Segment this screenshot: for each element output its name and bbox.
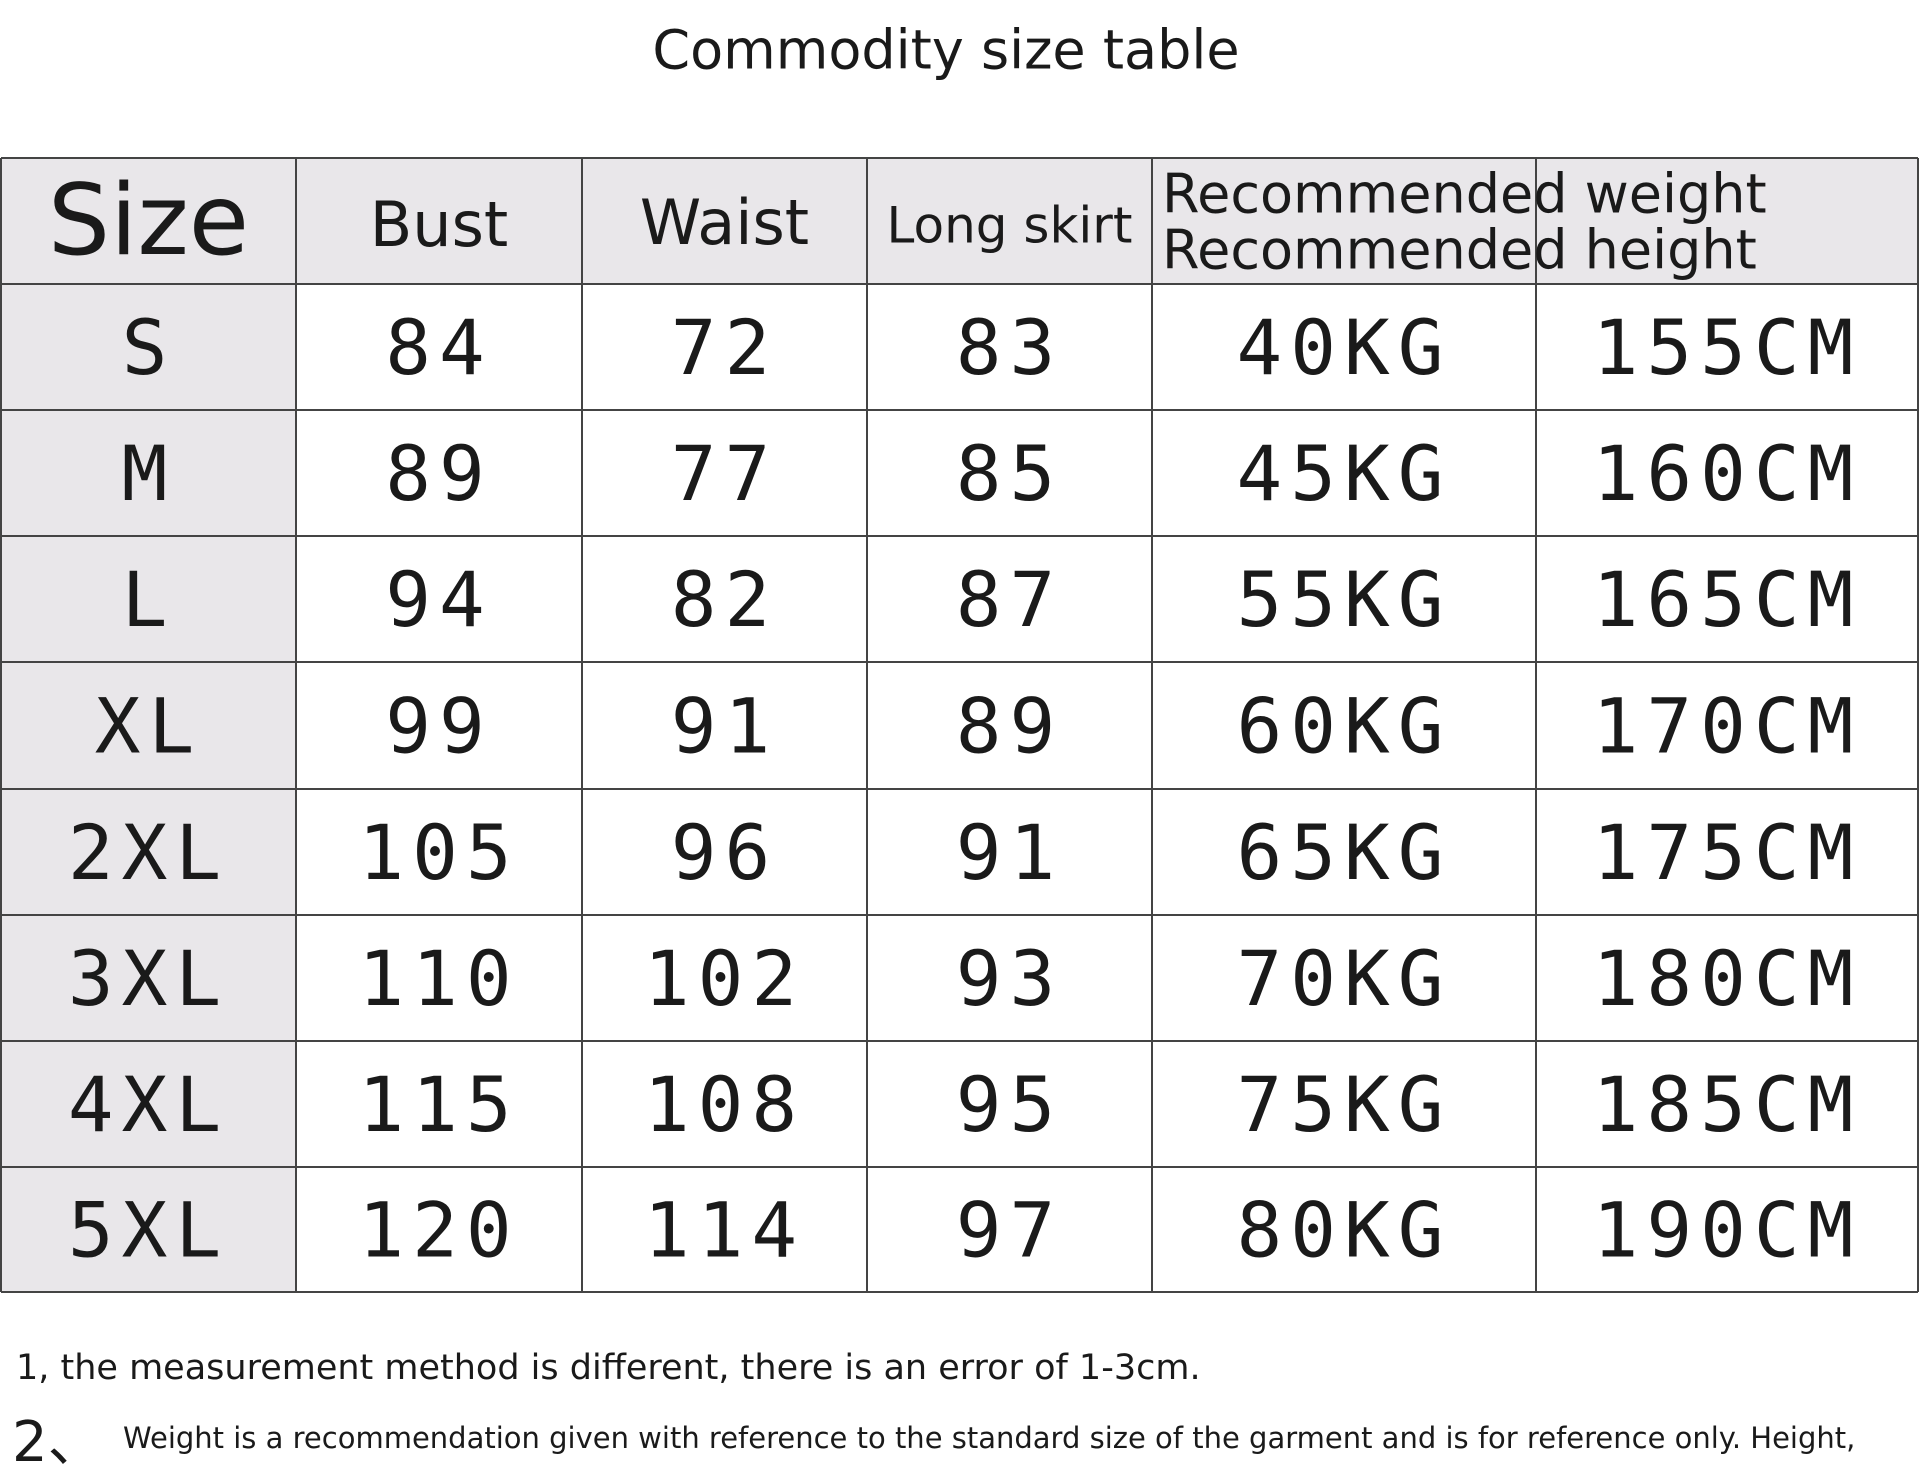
table-cell: 87 [956, 555, 1064, 644]
table-cell: 80KG [1236, 1185, 1451, 1274]
table-cell: 96 [671, 808, 779, 897]
table-cell: 99 [385, 681, 493, 770]
table-cell: 95 [956, 1060, 1064, 1149]
table-cell: 114 [644, 1185, 805, 1274]
note: 1, the measurement method is different, … [16, 1348, 1201, 1388]
table-cell: 105 [358, 808, 519, 897]
table-cell: 65KG [1236, 808, 1451, 897]
table-cell: 3XL [68, 934, 229, 1023]
table-cell: S [122, 303, 176, 392]
table-cell: 75KG [1236, 1060, 1451, 1149]
header-cell: Recommended height [1162, 219, 1757, 282]
table-cell: XL [95, 681, 203, 770]
table-cell: 108 [644, 1060, 805, 1149]
header-bg [1, 158, 1918, 284]
table-cell: 77 [671, 429, 779, 518]
table-cell: 84 [385, 303, 493, 392]
table-cell: 55KG [1236, 555, 1451, 644]
table-cell: L [122, 555, 176, 644]
table-cell: 94 [385, 555, 493, 644]
header-cell: Size [48, 164, 249, 278]
table-cell: 82 [671, 555, 779, 644]
table-cell: 89 [385, 429, 493, 518]
table-cell: 60KG [1236, 681, 1451, 770]
table-cell: 110 [358, 934, 519, 1023]
table-cell: 175CM [1593, 808, 1862, 897]
table-cell: 165CM [1593, 555, 1862, 644]
table-cell: 160CM [1593, 429, 1862, 518]
table-cell: 91 [671, 681, 779, 770]
table-cell: M [122, 429, 176, 518]
table-cell: 180CM [1593, 934, 1862, 1023]
table-cell: 120 [358, 1185, 519, 1274]
table-cell: 70KG [1236, 934, 1451, 1023]
table-cell: 83 [956, 303, 1064, 392]
table-cell: 91 [956, 808, 1064, 897]
table-cell: 102 [644, 934, 805, 1023]
table-cell: 170CM [1593, 681, 1862, 770]
table-cell: 45KG [1236, 429, 1451, 518]
table-cell: 89 [956, 681, 1064, 770]
table-cell: 2XL [68, 808, 229, 897]
table-cell: 93 [956, 934, 1064, 1023]
table-cell: 72 [671, 303, 779, 392]
table-cell: 190CM [1593, 1185, 1862, 1274]
table-cell: 155CM [1593, 303, 1862, 392]
title: Commodity size table [652, 19, 1239, 82]
header-cell: Recommended weight [1162, 163, 1767, 226]
header-cell: Bust [370, 188, 508, 261]
table-cell: 115 [358, 1060, 519, 1149]
table-cell: 4XL [68, 1060, 229, 1149]
table-cell: 85 [956, 429, 1064, 518]
header-cell: Waist [640, 186, 809, 259]
table-cell: 97 [956, 1185, 1064, 1274]
note-marker: 2、 [12, 1410, 104, 1475]
table-cell: 185CM [1593, 1060, 1862, 1149]
table-cell: 40KG [1236, 303, 1451, 392]
table-cell: 5XL [68, 1185, 229, 1274]
header-cell: Long skirt [887, 197, 1133, 255]
note: Weight is a recommendation given with re… [123, 1421, 1855, 1455]
